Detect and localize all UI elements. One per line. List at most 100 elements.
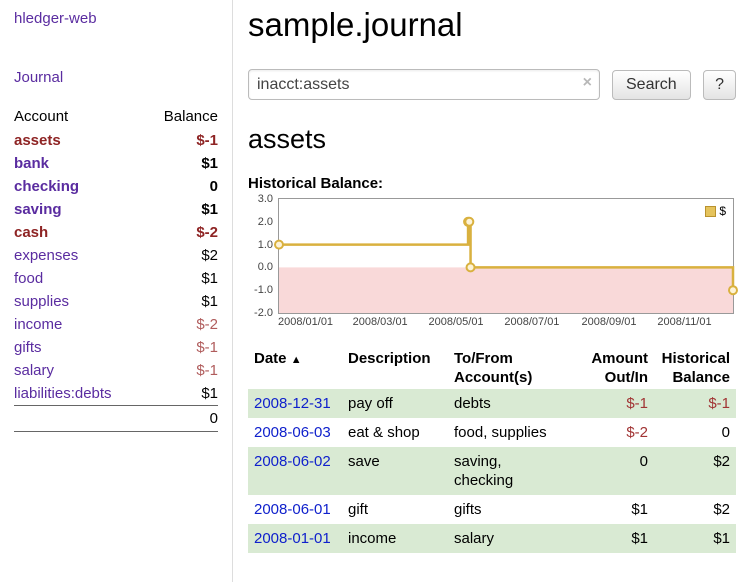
- account-balance: $1: [201, 201, 218, 218]
- account-title: assets: [248, 124, 327, 154]
- negative-region: [279, 267, 733, 313]
- transaction-amount: $-2: [626, 424, 648, 441]
- transaction-row: 2008-12-31 pay off debts $-1 $-1: [248, 389, 736, 418]
- search-bar: × Search ?: [248, 69, 736, 100]
- account-row: salary $-1: [14, 359, 218, 382]
- y-tick-label: 3.0: [257, 193, 273, 205]
- register-header-description: Description: [348, 350, 431, 367]
- account-link-income[interactable]: income: [14, 316, 63, 333]
- search-input[interactable]: [248, 69, 600, 100]
- account-row: liabilities:debts $1: [14, 382, 218, 406]
- account-balance: $-2: [196, 316, 218, 333]
- account-row: bank $1: [14, 152, 218, 175]
- transaction-row: 2008-06-01 gift gifts $1 $2: [248, 495, 736, 524]
- account-link-food[interactable]: food: [14, 270, 44, 287]
- account-row: supplies $1: [14, 290, 218, 313]
- search-button[interactable]: Search: [612, 69, 691, 100]
- account-row: income $-2: [14, 313, 218, 336]
- transaction-accounts: food, supplies: [454, 424, 547, 441]
- transaction-description: eat & shop: [348, 424, 420, 441]
- account-balance: $1: [201, 385, 218, 402]
- x-tick-label: 2008/07/01: [504, 316, 560, 328]
- legend-swatch: [705, 205, 717, 217]
- data-point-marker: [274, 239, 284, 250]
- y-tick-label: 1.0: [257, 238, 273, 251]
- chart-x-axis: 2008/01/01 2008/03/01 2008/05/01 2008/07/01…: [278, 316, 734, 331]
- account-link-supplies[interactable]: supplies: [14, 293, 70, 310]
- register-header-row: Date ▲ Description To/From Account(s) Am…: [248, 347, 736, 389]
- account-balance: 0: [209, 178, 218, 195]
- chart-plot-area: $: [274, 198, 738, 314]
- transaction-balance: $-1: [708, 395, 730, 412]
- account-row: gifts $-1: [14, 336, 218, 359]
- app-brand-link[interactable]: hledger-web: [14, 10, 97, 27]
- transaction-description: gift: [348, 501, 369, 518]
- chart-y-axis: 3.0 2.0 1.0 0.0 -1.0 -2.0: [248, 193, 278, 319]
- data-point-marker: [728, 285, 738, 296]
- transaction-row: 2008-06-03 eat & shop food, supplies $-2…: [248, 418, 736, 447]
- register-header-amount: Amount Out/In: [591, 350, 648, 386]
- transaction-description: pay off: [348, 395, 393, 412]
- register-header-accounts: To/From Account(s): [454, 350, 533, 386]
- transaction-accounts: saving, checking: [454, 453, 514, 489]
- legend-label: $: [719, 204, 726, 218]
- historical-balance-chart: 3.0 2.0 1.0 0.0 -1.0 -2.0 $ 2008/01/01 2008/03…: [248, 193, 738, 331]
- account-row: assets $-1: [14, 129, 218, 152]
- main-content: sample.journal × Search ? assets Histori…: [248, 0, 738, 553]
- chart-heading: Historical Balance:: [248, 175, 384, 192]
- account-link-salary[interactable]: salary: [14, 362, 55, 379]
- transaction-amount: $-1: [626, 395, 648, 412]
- accounts-total-row: 0: [14, 405, 218, 432]
- sidebar-item-journal[interactable]: Journal: [14, 69, 64, 86]
- account-balance: $-2: [196, 224, 218, 241]
- account-link-checking[interactable]: checking: [14, 178, 80, 195]
- data-point-marker: [464, 216, 475, 227]
- account-link-gifts[interactable]: gifts: [14, 339, 42, 356]
- chart-plot-column: $ 2008/01/01 2008/03/01 2008/05/01 2008/07/…: [274, 198, 738, 331]
- register-table: Date ▲ Description To/From Account(s) Am…: [248, 347, 736, 553]
- x-tick-label: 2008/03/01: [352, 316, 408, 328]
- data-point-marker: [465, 262, 476, 273]
- clear-search-icon[interactable]: ×: [582, 74, 592, 91]
- x-tick-label: 2008/11/01: [657, 316, 712, 328]
- transaction-accounts: gifts: [454, 501, 482, 518]
- sort-ascending-icon: ▲: [290, 354, 302, 366]
- accounts-total: 0: [145, 405, 218, 432]
- search-box: ×: [248, 69, 600, 100]
- y-tick-label: 0.0: [257, 261, 273, 274]
- transaction-balance: $1: [713, 530, 730, 547]
- account-link-cash[interactable]: cash: [14, 224, 49, 241]
- account-balance: $-1: [196, 362, 218, 379]
- accounts-header-account: Account: [14, 108, 69, 125]
- account-link-expenses[interactable]: expenses: [14, 247, 79, 264]
- transaction-balance: 0: [721, 424, 730, 441]
- account-link-bank[interactable]: bank: [14, 155, 50, 172]
- account-row: checking 0: [14, 175, 218, 198]
- account-link-assets[interactable]: assets: [14, 132, 61, 149]
- y-tick-label: -1.0: [254, 284, 273, 297]
- account-balance: $-1: [196, 132, 218, 149]
- transaction-date-link[interactable]: 2008-06-01: [254, 501, 331, 518]
- transaction-amount: 0: [639, 453, 648, 470]
- help-button[interactable]: ?: [703, 69, 736, 100]
- transaction-accounts: salary: [454, 530, 495, 547]
- transaction-balance: $2: [713, 501, 730, 518]
- account-row: cash $-2: [14, 221, 218, 244]
- x-tick-label: 2008/09/01: [581, 316, 637, 328]
- account-link-saving[interactable]: saving: [14, 201, 62, 218]
- transaction-date-link[interactable]: 2008-06-02: [254, 453, 331, 470]
- x-tick-label: 2008/05/01: [428, 316, 484, 328]
- account-link-liabilities-debts[interactable]: liabilities:debts: [14, 385, 112, 402]
- y-tick-label: -2.0: [254, 307, 273, 319]
- x-tick-label: 2008/01/01: [278, 316, 334, 328]
- transaction-description: income: [348, 530, 397, 547]
- sidebar: hledger-web Journal Account Balance asse…: [0, 0, 233, 582]
- page-title: sample.journal: [248, 6, 463, 43]
- transaction-date-link[interactable]: 2008-12-31: [254, 395, 331, 412]
- register-header-date[interactable]: Date ▲: [254, 350, 302, 367]
- transaction-description: save: [348, 453, 380, 470]
- transaction-date-link[interactable]: 2008-01-01: [254, 530, 331, 547]
- transaction-row: 2008-06-02 save saving, checking 0 $2: [248, 447, 736, 495]
- transaction-date-link[interactable]: 2008-06-03: [254, 424, 331, 441]
